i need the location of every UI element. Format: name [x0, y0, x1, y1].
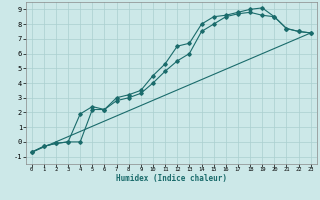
X-axis label: Humidex (Indice chaleur): Humidex (Indice chaleur)	[116, 174, 227, 183]
